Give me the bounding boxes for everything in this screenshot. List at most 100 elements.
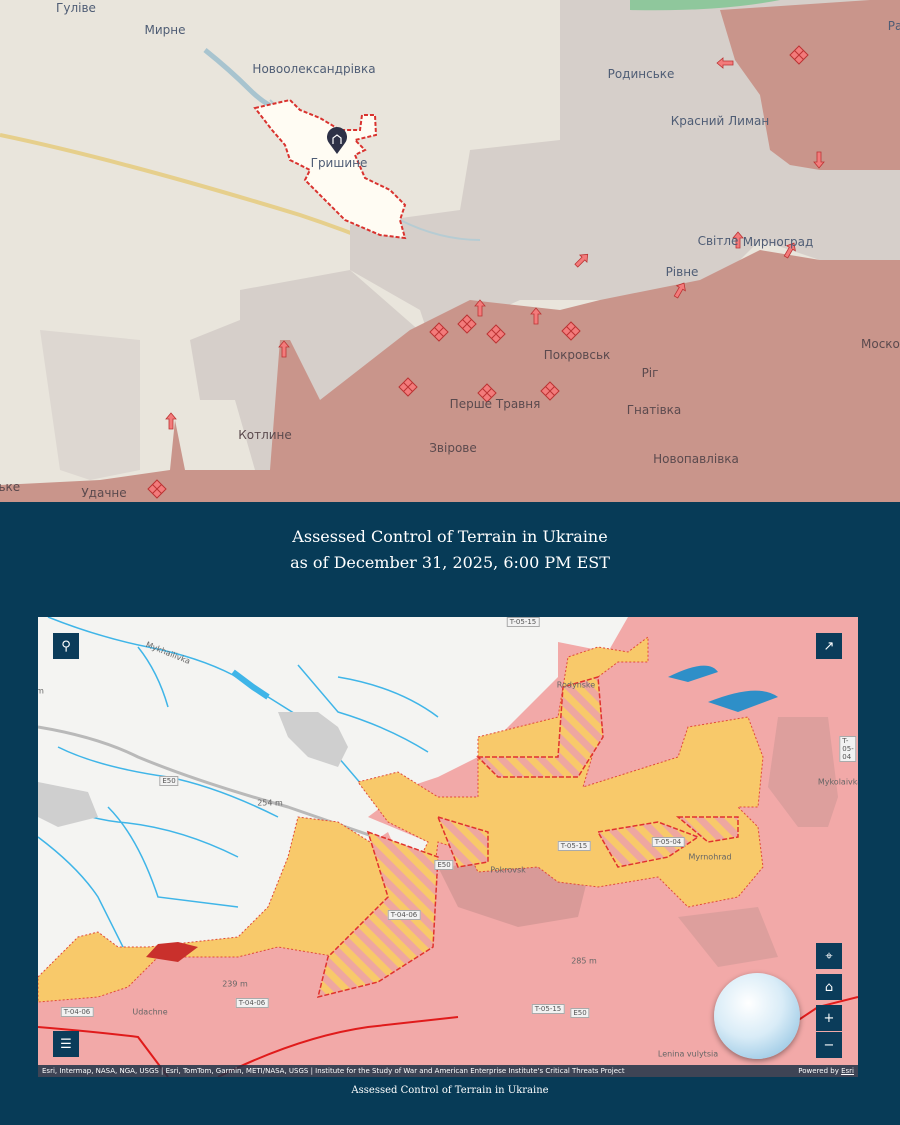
advance-arrow-icon (783, 242, 796, 259)
road-shield: E50 (434, 860, 454, 870)
settlement (38, 782, 98, 827)
advance-arrow-icon (474, 299, 486, 317)
home-pin-icon[interactable] (327, 127, 347, 154)
clash-diamond-icon (457, 314, 477, 334)
green-area (630, 0, 780, 11)
place-label: Ріг (641, 366, 659, 380)
clash-diamond-icon (429, 322, 449, 342)
place-label: Новоолександрівка (252, 62, 376, 76)
road-shield: T-05-15 (557, 841, 591, 851)
advance-arrow-icon (673, 282, 686, 299)
markers (147, 45, 825, 499)
clash-diamond-icon (789, 45, 809, 65)
gray-zone-far-west (40, 330, 140, 480)
powered-by: Powered by Esri (798, 1067, 854, 1075)
place-label: Москов (861, 337, 900, 351)
place-label: Мирне (144, 23, 186, 37)
place-label: Рівне (665, 265, 699, 279)
locate-icon[interactable]: ⌖ (816, 943, 842, 969)
bottom-map-canvas (38, 617, 858, 1077)
road-shield: T-05-15 (506, 617, 540, 627)
top-map[interactable]: Гуліве Мирне Новоолександрівка Гришине Родин… (0, 0, 900, 502)
clash-diamond-icon (477, 383, 497, 403)
clash-diamond-icon (561, 321, 581, 341)
place-label: 254 m (257, 798, 283, 808)
place-label: Pokrovsk (490, 865, 526, 875)
place-label: Мирноград (742, 235, 814, 249)
road-shield: T-04-06 (387, 910, 421, 920)
settlement (278, 712, 348, 767)
advance-arrow-icon (530, 307, 542, 325)
russian-zone-north (720, 0, 900, 170)
advance-arrow-icon (813, 151, 825, 169)
bottom-map[interactable]: Mykhailivka Rodynske Myrnohrad Mykolaivka Po… (38, 617, 858, 1077)
road-shield: T-05-15 (531, 1004, 565, 1014)
title-line-1: Assessed Control of Terrain in Ukraine (292, 527, 608, 546)
place-label: Udachne (132, 1007, 168, 1017)
title-line-2: as of December 31, 2025, 6:00 PM EST (290, 553, 610, 572)
esri-link[interactable]: Esri (841, 1067, 854, 1075)
overview-globe[interactable] (714, 973, 800, 1059)
highway-e50 (38, 725, 434, 859)
assessed-advance-area (146, 942, 198, 962)
place-label: Покровськ (543, 348, 611, 362)
front-line (38, 1026, 169, 1077)
clash-diamond-icon (540, 381, 560, 401)
river (203, 48, 281, 113)
place-label: Звірове (429, 441, 477, 455)
zoom-out-button[interactable]: − (816, 1032, 842, 1058)
place-label: Родинське (607, 67, 675, 81)
attribution-bar: Esri, Intermap, NASA, NGA, USGS | Esri, … (38, 1065, 858, 1077)
place-label: Lenina vulytsia (657, 1049, 719, 1059)
advance-arrow-icon (716, 57, 734, 69)
clash-diamond-icon (147, 479, 167, 499)
road-shield: E50 (570, 1008, 590, 1018)
search-icon[interactable]: ⚲ (53, 633, 79, 659)
place-label: Перше Травня (449, 397, 541, 411)
legend-list-icon[interactable]: ☰ (53, 1031, 79, 1057)
top-map-canvas (0, 0, 900, 502)
lake (708, 690, 778, 712)
place-label: Котлине (238, 428, 292, 442)
road-shield: T-04-06 (235, 998, 269, 1008)
place-label: Rodynske (556, 680, 596, 690)
hatched-infiltration-area (316, 830, 439, 999)
hatched-infiltration-area (436, 815, 489, 868)
place-label: ське (0, 480, 21, 494)
place-label: Удачне (81, 486, 127, 500)
place-label: Ра (887, 19, 900, 33)
expand-icon[interactable]: ↗ (816, 633, 842, 659)
russian-controlled-area (38, 617, 858, 1077)
map-title: Assessed Control of Terrain in Ukraine a… (0, 524, 900, 576)
place-label: Красний Лиман (670, 114, 770, 128)
place-label: Новопавлівка (653, 452, 739, 466)
highlighted-settlement-area[interactable] (253, 98, 407, 240)
advance-arrow-icon (165, 412, 177, 430)
gray-zone-west (190, 270, 430, 470)
home-icon[interactable]: ⌂ (816, 974, 842, 1000)
advance-arrow-icon (574, 253, 589, 268)
place-label: Myrnohrad (688, 852, 732, 862)
russian-zone-south (0, 250, 900, 502)
advance-arrow-icon (732, 231, 744, 249)
hatched-infiltration-area (675, 816, 739, 843)
place-label: Гуліве (56, 1, 96, 15)
road-shield: E50 (159, 776, 179, 786)
place-label: m (38, 686, 44, 696)
urban-area (678, 907, 778, 967)
clash-diamond-icon (486, 324, 506, 344)
lake (668, 665, 718, 682)
place-label: Гнатівка (626, 403, 682, 417)
urban-area (768, 717, 838, 827)
place-label: Гришине (310, 156, 368, 170)
place-label: 285 m (571, 956, 597, 966)
hatched-infiltration-area (476, 676, 604, 778)
zoom-in-button[interactable]: + (816, 1005, 842, 1031)
reservoir (231, 669, 270, 700)
road-shield: T-04-06 (60, 1007, 94, 1017)
clash-diamond-icon (398, 377, 418, 397)
road-shield: T-05-04 (651, 837, 685, 847)
road-shield: T-05-04 (839, 736, 857, 762)
place-label: Світле (697, 234, 739, 248)
advance-arrow-icon (278, 340, 290, 358)
